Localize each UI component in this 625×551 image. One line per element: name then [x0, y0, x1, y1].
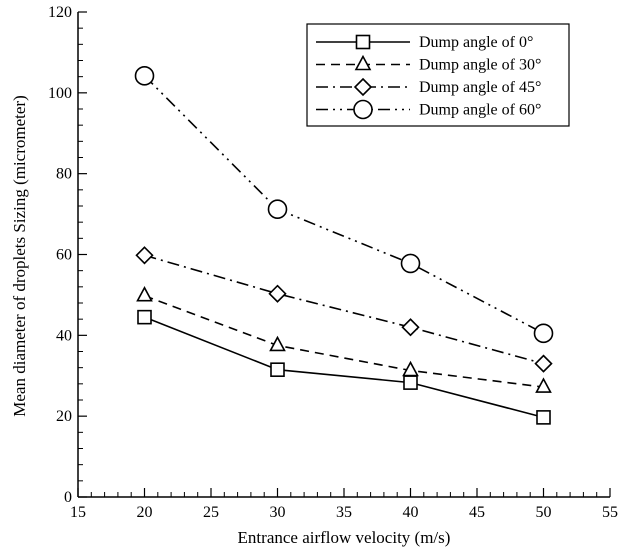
data-point: [535, 377, 552, 393]
series-3: [134, 66, 554, 344]
y-tick-label: 100: [48, 85, 72, 102]
y-tick-label: 0: [64, 489, 72, 506]
x-tick-label: 40: [403, 504, 419, 521]
x-axis: 15 20 25 30 35 40 45 50 55: [70, 488, 618, 521]
legend-marker: [355, 34, 371, 50]
x-axis-title: Entrance airflow velocity (m/s): [238, 528, 451, 547]
legend-marker: [354, 54, 372, 71]
x-tick-label: 35: [336, 504, 352, 521]
data-point: [268, 284, 287, 303]
legend-label: Dump angle of 60°: [419, 102, 541, 119]
legend-label: Dump angle of 45°: [419, 79, 541, 96]
y-tick-label: 80: [56, 166, 72, 183]
data-point: [136, 286, 153, 302]
legend-marker: [353, 77, 373, 97]
x-tick-label: 50: [536, 504, 552, 521]
data-point: [135, 246, 154, 265]
y-tick-label: 60: [56, 247, 72, 264]
data-point: [137, 309, 152, 325]
data-point: [533, 323, 554, 344]
legend-label: Dump angle of 30°: [419, 57, 541, 74]
legend-marker: [353, 99, 373, 120]
x-tick-label: 15: [70, 504, 86, 521]
series-2: [135, 246, 553, 373]
series-line: [144, 316, 544, 419]
data-point: [401, 318, 420, 337]
data-point: [402, 360, 419, 377]
x-tick-label: 30: [270, 504, 286, 521]
y-axis-title: Mean diameter of droplets Sizing (microm…: [10, 95, 29, 416]
series-1: [136, 286, 552, 393]
series-line: [143, 75, 544, 335]
y-axis: 0 20 40 60 80 100 120: [48, 4, 87, 506]
x-tick-label: 25: [203, 504, 219, 521]
series-layer: [134, 66, 554, 425]
data-point: [269, 335, 286, 352]
data-point: [267, 199, 288, 220]
data-point: [400, 253, 421, 274]
data-point: [534, 354, 553, 373]
data-point: [536, 410, 551, 425]
data-point: [403, 375, 418, 390]
x-tick-label: 45: [469, 504, 485, 521]
y-tick-label: 20: [56, 408, 72, 425]
x-tick-label: 20: [137, 504, 153, 521]
y-tick-label: 120: [48, 4, 72, 21]
series-line: [144, 254, 544, 365]
legend: Dump angle of 0° Dump angle of 30° Dump an…: [306, 23, 570, 127]
series-0: [137, 309, 551, 425]
data-point: [270, 362, 285, 377]
x-tick-label: 55: [602, 504, 618, 521]
y-tick-label: 40: [56, 327, 72, 344]
legend-label: Dump angle of 0°: [419, 34, 533, 51]
data-point: [134, 66, 155, 86]
